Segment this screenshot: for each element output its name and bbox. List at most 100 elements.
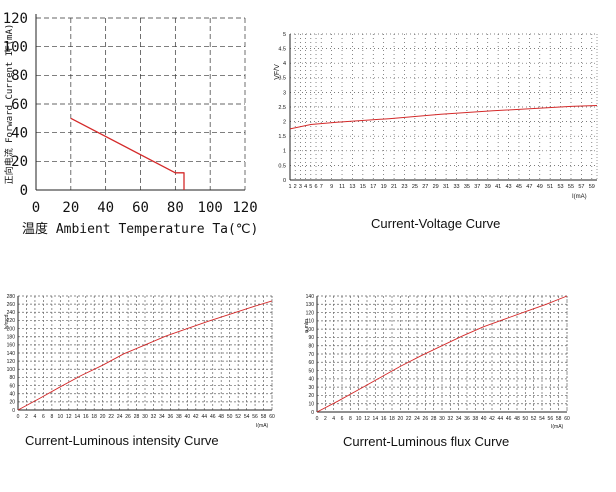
chart-2-x-tick-label: 59 [589, 184, 595, 190]
chart-3-x-tick-label: 44 [201, 414, 207, 420]
chart-1-x-tick-label: 20 [62, 200, 79, 216]
chart-2-title: Current-Voltage Curve [371, 216, 501, 231]
chart-4-x-tick-label: 18 [389, 416, 395, 422]
chart-4-x-tick-label: 24 [414, 416, 420, 422]
chart-2-x-tick-label: 6 [314, 184, 317, 190]
chart-2-x-tick-label: 33 [453, 184, 459, 190]
chart-4-x-tick-label: 52 [531, 416, 537, 422]
chart-3-x-tick-label: 32 [151, 414, 157, 420]
chart-2-x-tick-label: 13 [349, 184, 355, 190]
chart-4-y-tick-label: 0 [311, 410, 314, 416]
chart-2-y-tick-label: 0.5 [278, 163, 286, 169]
chart-1-y-tick-label: 80 [11, 68, 28, 84]
chart-3-x-tick-label: 34 [159, 414, 165, 420]
chart-4-x-tick-label: 48 [514, 416, 520, 422]
chart-4-y-tick-label: 80 [308, 343, 314, 349]
chart-3-y-tick-label: 0 [12, 408, 15, 414]
chart-3-x-tick-label: 56 [252, 414, 258, 420]
chart-4-x-tick-label: 16 [381, 416, 387, 422]
chart-3-y-tick-label: 20 [9, 400, 15, 406]
chart-3-y-tick-label: 160 [7, 343, 16, 349]
chart-4-x-tick-label: 44 [498, 416, 504, 422]
chart-3-x-tick-label: 20 [100, 414, 106, 420]
chart-3-x-tick-label: 30 [142, 414, 148, 420]
chart-2-y-tick-label: 4.5 [278, 47, 286, 53]
chart-2-y-tick-label: 0 [283, 178, 286, 184]
chart-2-x-tick-label: 41 [495, 184, 501, 190]
chart-4-y-tick-label: 40 [308, 377, 314, 383]
chart-1-y-tick-label: 100 [3, 40, 28, 56]
chart-4-y-tick-label: 140 [306, 294, 315, 300]
chart-2-x-tick-label: 51 [547, 184, 553, 190]
chart-3-x-tick-label: 54 [244, 414, 250, 420]
chart-2-x-tick-label: 35 [464, 184, 470, 190]
chart-3-x-tick-label: 28 [134, 414, 140, 420]
chart-3-x-tick-label: 22 [108, 414, 114, 420]
chart-2-y-tick-label: 2 [283, 120, 286, 126]
chart-4-y-tick-label: 120 [306, 310, 315, 316]
chart-2-x-tick-label: 29 [433, 184, 439, 190]
chart-3-x-tick-label: 26 [125, 414, 131, 420]
chart-4-x-tick-label: 50 [523, 416, 529, 422]
chart-3-y-tick-label: 200 [7, 326, 16, 332]
chart-3-x-tick-label: 16 [83, 414, 89, 420]
chart-4-x-tick-label: 2 [324, 416, 327, 422]
chart-4-y-axis-label: φ mlm [304, 319, 310, 333]
chart-4-x-tick-label: 46 [506, 416, 512, 422]
chart-2-y-tick-label: 2.5 [278, 105, 286, 111]
chart-3-series-line [17, 300, 273, 411]
chart-2-x-tick-label: 9 [330, 184, 333, 190]
chart-3-title: Current-Luminous intensity Curve [25, 433, 219, 448]
chart-2-x-tick-label: 31 [443, 184, 449, 190]
chart-4-y-tick-label: 100 [306, 327, 315, 333]
chart-2-x-tick-label: 53 [558, 184, 564, 190]
chart-2-y-tick-label: 1 [283, 149, 286, 155]
chart-4-x-tick-label: 14 [373, 416, 379, 422]
chart-1-x-tick-label: 120 [232, 200, 257, 216]
chart-2-x-tick-label: 3 [299, 184, 302, 190]
chart-1-x-tick-label: 80 [167, 200, 184, 216]
chart-4-x-tick-label: 56 [548, 416, 554, 422]
chart-4-title: Current-Luminous flux Curve [343, 434, 510, 449]
chart-3-y-tick-label: 180 [7, 334, 16, 340]
chart-3-x-tick-label: 2 [25, 414, 28, 420]
chart-3-x-tick-label: 14 [74, 414, 80, 420]
chart-3-y-tick-label: 100 [7, 367, 16, 373]
chart-3-x-tick-label: 52 [235, 414, 241, 420]
chart-4-x-tick-label: 42 [489, 416, 495, 422]
chart-3-y-tick-label: 260 [7, 302, 16, 308]
chart-2-x-tick-label: 17 [370, 184, 376, 190]
chart-2-x-tick-label: 55 [568, 184, 574, 190]
chart-2-y-axis-label: VF/V [274, 64, 281, 80]
chart-4-x-tick-label: 34 [456, 416, 462, 422]
chart-3-x-tick-label: 0 [17, 414, 20, 420]
chart-4-series-line [316, 295, 568, 413]
chart-4-x-tick-label: 20 [398, 416, 404, 422]
chart-3-y-tick-label: 140 [7, 351, 16, 357]
chart-4-x-tick-label: 40 [481, 416, 487, 422]
chart-3-x-tick-label: 36 [168, 414, 174, 420]
chart-1-y-tick-label: 120 [3, 11, 28, 27]
chart-4-x-axis-label: I(mA) [551, 424, 564, 430]
chart-2-x-tick-label: 47 [526, 184, 532, 190]
chart-4-y-tick-label: 130 [306, 302, 315, 308]
chart-3-x-tick-label: 12 [66, 414, 72, 420]
chart-2-x-tick-label: 15 [360, 184, 366, 190]
chart-4-x-tick-label: 60 [564, 416, 570, 422]
chart-2-y-tick-label: 1.5 [278, 134, 286, 140]
chart-1-x-axis-label: 温度 Ambient Temperature Ta(℃) [22, 221, 258, 237]
chart-2-y-tick-label: 3.5 [278, 76, 286, 82]
chart-4-y-tick-label: 50 [308, 368, 314, 374]
chart-4-y-tick-label: 90 [308, 335, 314, 341]
chart-1-x-tick-label: 100 [198, 200, 223, 216]
chart-3-x-axis-label: I(mA) [256, 423, 269, 429]
chart-2-x-tick-label: 43 [505, 184, 511, 190]
chart-2-y-tick-label: 3 [283, 90, 286, 96]
chart-2-x-tick-label: 45 [516, 184, 522, 190]
chart-4-x-tick-label: 6 [341, 416, 344, 422]
chart-3-x-tick-label: 40 [185, 414, 191, 420]
chart-4-x-tick-label: 4 [332, 416, 335, 422]
chart-4-x-tick-label: 12 [364, 416, 370, 422]
chart-3-x-tick-label: 46 [210, 414, 216, 420]
chart-3-x-tick-label: 8 [50, 414, 53, 420]
